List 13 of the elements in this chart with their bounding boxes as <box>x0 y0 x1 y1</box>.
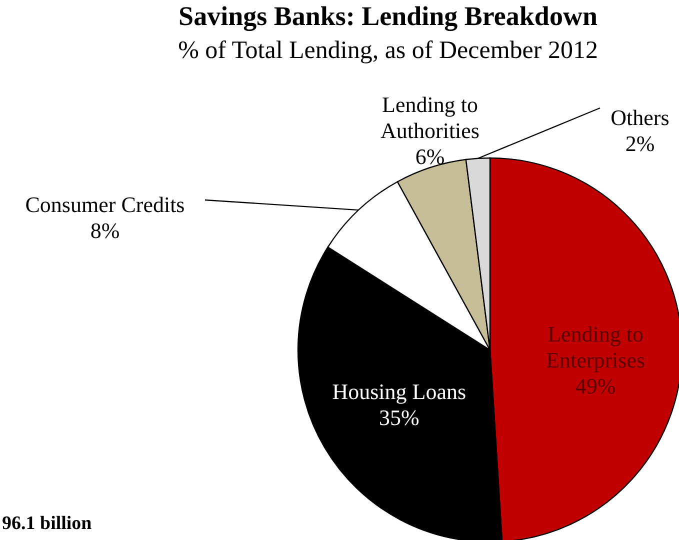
chart-subtitle: % of Total Lending, as of December 2012 <box>178 37 598 64</box>
data-label: 2% <box>625 131 655 156</box>
slice-label: Consumer Credits <box>25 192 185 217</box>
data-label: 8% <box>90 218 120 243</box>
chart-title: Savings Banks: Lending Breakdown <box>178 1 598 31</box>
data-label: 35% <box>378 404 420 430</box>
slice-label: Lending to Enterprises <box>546 322 646 373</box>
slice-label: Others <box>610 105 670 130</box>
text: 96.1 billion <box>2 513 92 534</box>
slice-label: Lending to Authorities <box>380 92 480 143</box>
data-label: 6% <box>415 144 445 169</box>
data-label: 49% <box>575 374 616 399</box>
slice-label: Housing Loans <box>332 378 466 404</box>
